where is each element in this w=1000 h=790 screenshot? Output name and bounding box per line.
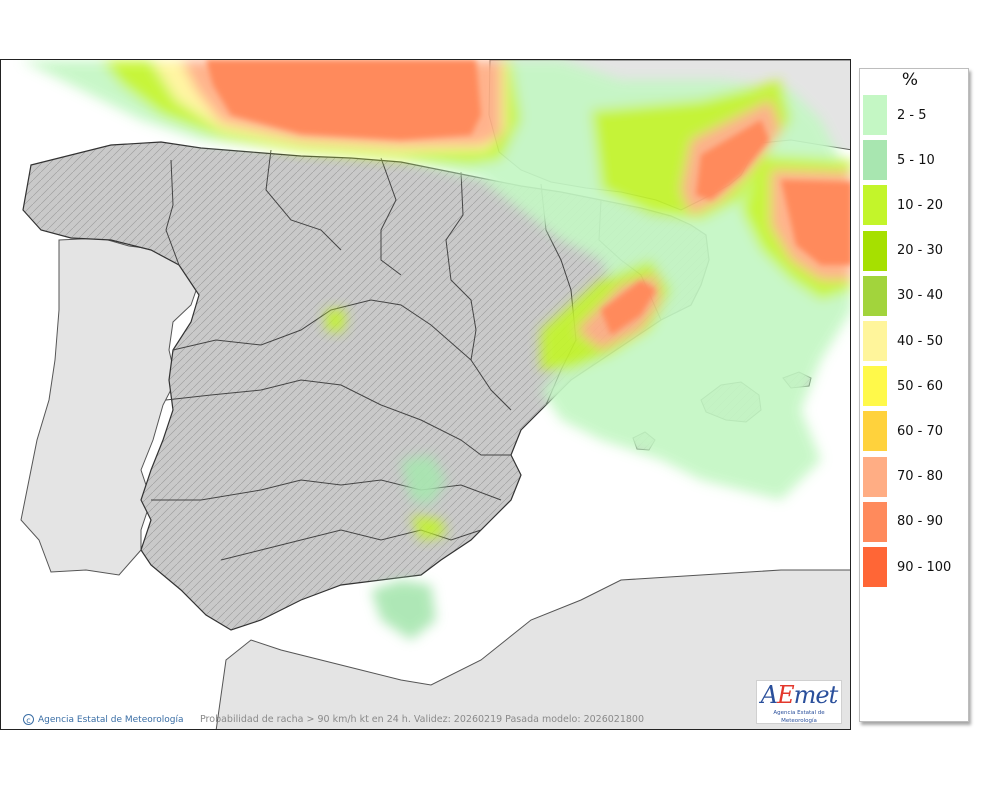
legend-label: 20 - 30	[897, 243, 944, 259]
legend-label: 5 - 10	[897, 152, 935, 168]
agency-credit-text: Agencia Estatal de Meteorología	[38, 714, 184, 725]
legend-row: 50 - 60	[863, 366, 944, 407]
aemet-wordmark: AEmet	[760, 681, 838, 709]
legend-row: 5 - 10	[863, 140, 935, 181]
legend-label: 70 - 80	[897, 469, 944, 485]
legend-swatch	[863, 501, 887, 542]
legend-row: 70 - 80	[863, 456, 944, 497]
legend-swatch	[863, 230, 887, 271]
legend-label: 60 - 70	[897, 423, 944, 439]
forecast-map: c Agencia Estatal de Meteorología Probab…	[0, 59, 851, 730]
aemet-logo: AEmet Agencia Estatal de Meteorología	[756, 680, 842, 724]
legend-label: 80 - 90	[897, 514, 944, 530]
legend-swatch	[863, 321, 887, 361]
legend-label: 90 - 100	[897, 559, 952, 575]
legend-label: 30 - 40	[897, 288, 944, 304]
legend-label: 40 - 50	[897, 333, 944, 349]
probability-overlay	[21, 60, 850, 640]
map-caption: Probabilidad de racha > 90 km/h kt en 24…	[200, 714, 645, 725]
aemet-logo-subtitle: Agencia Estatal de Meteorología	[773, 710, 825, 724]
legend-row: 20 - 30	[863, 230, 944, 271]
legend-swatch	[863, 547, 887, 587]
legend-row: 80 - 90	[863, 501, 944, 542]
probability-legend: % 2 - 5 5 - 10 10 - 20 20 - 30 30 - 40 40 - 5…	[859, 68, 969, 722]
map-canvas	[20, 60, 850, 729]
legend-swatch	[863, 456, 887, 497]
legend-swatch	[863, 95, 887, 135]
copyright-icon: c	[23, 714, 34, 725]
legend-title: %	[901, 70, 919, 90]
legend-swatch	[863, 366, 887, 407]
legend-label: 10 - 20	[897, 197, 944, 213]
legend-row: 90 - 100	[863, 547, 951, 587]
legend-swatch	[863, 185, 887, 226]
legend-swatch	[863, 140, 887, 181]
legend-row: 30 - 40	[863, 275, 944, 316]
legend-label: 50 - 60	[897, 378, 944, 394]
legend-swatch	[863, 275, 887, 316]
legend-row: 2 - 5	[863, 95, 927, 135]
legend-swatch	[863, 411, 887, 452]
legend-row: 40 - 50	[863, 321, 943, 361]
legend-row: 60 - 70	[863, 411, 944, 452]
legend-row: 10 - 20	[863, 185, 944, 226]
legend-label: 2 - 5	[897, 107, 927, 123]
africa-land	[215, 569, 850, 729]
agency-credit: c Agencia Estatal de Meteorología	[23, 714, 184, 725]
